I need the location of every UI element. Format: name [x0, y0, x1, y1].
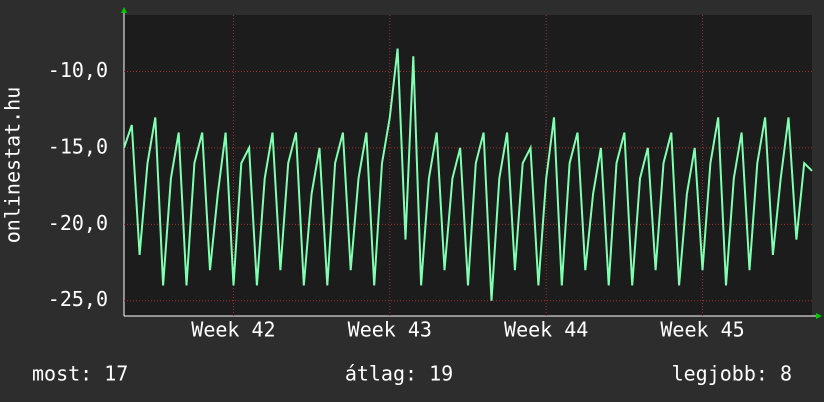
footer-average: átlag: 19 — [345, 362, 453, 386]
plot-area — [124, 15, 812, 316]
y-axis-title: onlinestat.hu — [1, 87, 25, 244]
y-tick-label: -15,0 — [48, 134, 108, 158]
y-tick-label: -20,0 — [48, 211, 108, 235]
x-tick-label: Week 44 — [504, 318, 588, 342]
arrow — [816, 313, 822, 319]
y-tick-label: -25,0 — [48, 287, 108, 311]
x-tick-label: Week 42 — [191, 318, 275, 342]
x-tick-label: Week 43 — [348, 318, 432, 342]
footer-best: legjobb: 8 — [672, 362, 792, 386]
x-tick-label: Week 45 — [660, 318, 744, 342]
y-tick-label: -10,0 — [48, 58, 108, 82]
footer-current: most: 17 — [32, 362, 128, 386]
line-series — [123, 48, 813, 301]
arrow — [121, 7, 127, 13]
